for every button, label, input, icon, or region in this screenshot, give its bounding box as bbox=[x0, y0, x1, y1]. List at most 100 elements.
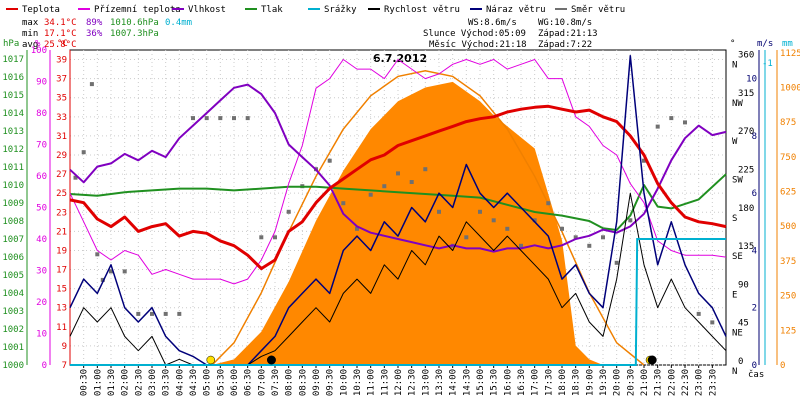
dir-tick-name: NE bbox=[732, 329, 743, 339]
x-tick-label: 15:00 bbox=[476, 369, 486, 396]
x-tick-label: 14:00 bbox=[449, 369, 459, 396]
x-tick-label: 20:30 bbox=[626, 369, 636, 396]
moonrise-marker bbox=[647, 355, 657, 365]
dir-tick-name: SE bbox=[732, 252, 743, 262]
series-wind-direction-point bbox=[245, 116, 250, 121]
series-wind-direction-point bbox=[368, 192, 373, 197]
ms-tick-label: 0 bbox=[752, 361, 757, 371]
x-tick-label: 05:30 bbox=[216, 369, 226, 396]
hpa-tick-label: 1001 bbox=[2, 343, 24, 353]
dir-tick-value: 0 bbox=[738, 357, 743, 367]
series-wind-direction-point bbox=[109, 269, 113, 274]
x-tick-label: 18:00 bbox=[558, 369, 568, 396]
x-tick-label: 13:00 bbox=[421, 369, 431, 396]
series-wind-direction-point bbox=[73, 175, 78, 180]
hpa-tick-label: 1016 bbox=[2, 73, 24, 83]
series-wind-direction-point bbox=[122, 269, 127, 274]
series-wind-direction-point bbox=[355, 226, 359, 231]
x-tick-label: 21:30 bbox=[654, 369, 664, 396]
series-wind-direction-point bbox=[710, 320, 715, 325]
series-wind-direction-point bbox=[163, 311, 168, 316]
pct-tick-label: 60 bbox=[36, 172, 47, 182]
x-tick-label: 09:00 bbox=[312, 369, 322, 396]
series-wind-direction-point bbox=[396, 171, 400, 176]
temp-tick-label: 17 bbox=[56, 266, 67, 276]
x-tick-label: 03:30 bbox=[162, 369, 172, 396]
stat-sunrise: Slunce Východ:05:09 bbox=[423, 29, 526, 39]
x-tick-label: 07:00 bbox=[257, 369, 267, 396]
series-wind-direction-point bbox=[204, 116, 209, 121]
wm2-tick-label: 125 bbox=[780, 326, 796, 336]
x-tick-label: 21:00 bbox=[640, 369, 650, 396]
stat-ws: WS:8.6m/s bbox=[468, 18, 517, 28]
legend-label: Vlhkost bbox=[188, 5, 226, 15]
temp-tick-label: 15 bbox=[56, 285, 67, 295]
dir-tick-name: E bbox=[732, 290, 737, 300]
hpa-tick-label: 1012 bbox=[2, 145, 24, 155]
series-wind-direction-point bbox=[437, 209, 441, 214]
series-wind-direction-point bbox=[464, 235, 469, 240]
series-wind-direction-point bbox=[286, 209, 291, 214]
series-wind-direction-point bbox=[136, 311, 141, 316]
stat-max-rain: 0.4mm bbox=[165, 18, 192, 28]
legend-label: Přízemní teplota bbox=[94, 5, 181, 15]
x-tick-label: 12:00 bbox=[394, 369, 404, 396]
dir-tick-name: N bbox=[732, 61, 737, 71]
wm2-tick-label: 375 bbox=[780, 257, 796, 267]
x-tick-label: 20:00 bbox=[613, 369, 623, 396]
series-wind-direction-point bbox=[89, 82, 94, 87]
series-wind-direction-point bbox=[505, 226, 510, 231]
stat-wg: WG:10.8m/s bbox=[538, 18, 592, 28]
legend-label: Náraz větru bbox=[486, 5, 546, 15]
wm2-tick-label: 250 bbox=[780, 292, 796, 302]
temp-tick-label: 25 bbox=[56, 189, 67, 199]
legend-label: Teplota bbox=[22, 5, 60, 15]
x-tick-label: 07:30 bbox=[271, 369, 281, 396]
x-tick-label: 14:30 bbox=[462, 369, 472, 396]
stat-moonrise: Měsíc Východ:21:18 bbox=[429, 40, 527, 50]
legend-label: Srážky bbox=[324, 5, 357, 15]
series-humidity bbox=[69, 83, 727, 253]
x-tick-label: 05:00 bbox=[203, 369, 213, 396]
x-tick-label: 15:30 bbox=[490, 369, 500, 396]
dir-unit: ° bbox=[730, 39, 735, 49]
x-tick-label: 08:00 bbox=[285, 369, 295, 396]
temp-tick-label: 33 bbox=[56, 113, 67, 123]
dir-tick-value: 270 bbox=[738, 127, 754, 137]
x-tick-label: 11:00 bbox=[367, 369, 377, 396]
x-tick-label: 08:30 bbox=[298, 369, 308, 396]
hpa-unit: hPa bbox=[3, 39, 19, 49]
series-wind-direction-point bbox=[423, 167, 428, 172]
wm2-tick-label: 750 bbox=[780, 153, 796, 163]
series-precipitation bbox=[70, 238, 726, 366]
x-tick-label: 17:30 bbox=[544, 369, 554, 396]
ms-tick-label: 8 bbox=[752, 132, 757, 142]
dir-tick-value: 360 bbox=[738, 51, 754, 61]
stat-min-label: min bbox=[22, 29, 38, 39]
series-wind-direction-point bbox=[546, 201, 551, 206]
moonset-marker bbox=[266, 355, 276, 365]
x-tick-label: 06:00 bbox=[230, 369, 240, 396]
series-wind-direction-point bbox=[669, 116, 674, 121]
series-wind-direction-point bbox=[95, 252, 100, 257]
temp-tick-label: 29 bbox=[56, 151, 67, 161]
series-wind-direction-point bbox=[100, 277, 105, 282]
series-wind-gust bbox=[69, 54, 727, 366]
legend: Teplota Přízemní teplota Vlhkost Tlak Srážky… bbox=[6, 5, 625, 15]
series-wind-direction-point bbox=[601, 235, 605, 240]
x-tick-label: 04:00 bbox=[175, 369, 185, 396]
pct-tick-label: 90 bbox=[36, 78, 47, 88]
stat-max-hum: 89% bbox=[86, 18, 103, 28]
series-wind-direction-point bbox=[573, 235, 578, 240]
hpa-tick-label: 1007 bbox=[2, 235, 24, 245]
hpa-tick-label: 1004 bbox=[2, 289, 24, 299]
temp-tick-label: 13 bbox=[56, 304, 67, 314]
series-wind-direction-point bbox=[614, 260, 619, 265]
mm-top-label: -1 bbox=[762, 59, 773, 69]
stats-panel: max 34.1°C 89% 1010.6hPa 0.4mm min 17.1°… bbox=[22, 18, 598, 50]
stat-max-label: max bbox=[22, 18, 39, 28]
hpa-tick-label: 1002 bbox=[2, 325, 24, 335]
series-wind-speed bbox=[69, 192, 727, 366]
x-tick-label: 16:30 bbox=[517, 369, 527, 396]
hpa-tick-label: 1003 bbox=[2, 307, 24, 317]
